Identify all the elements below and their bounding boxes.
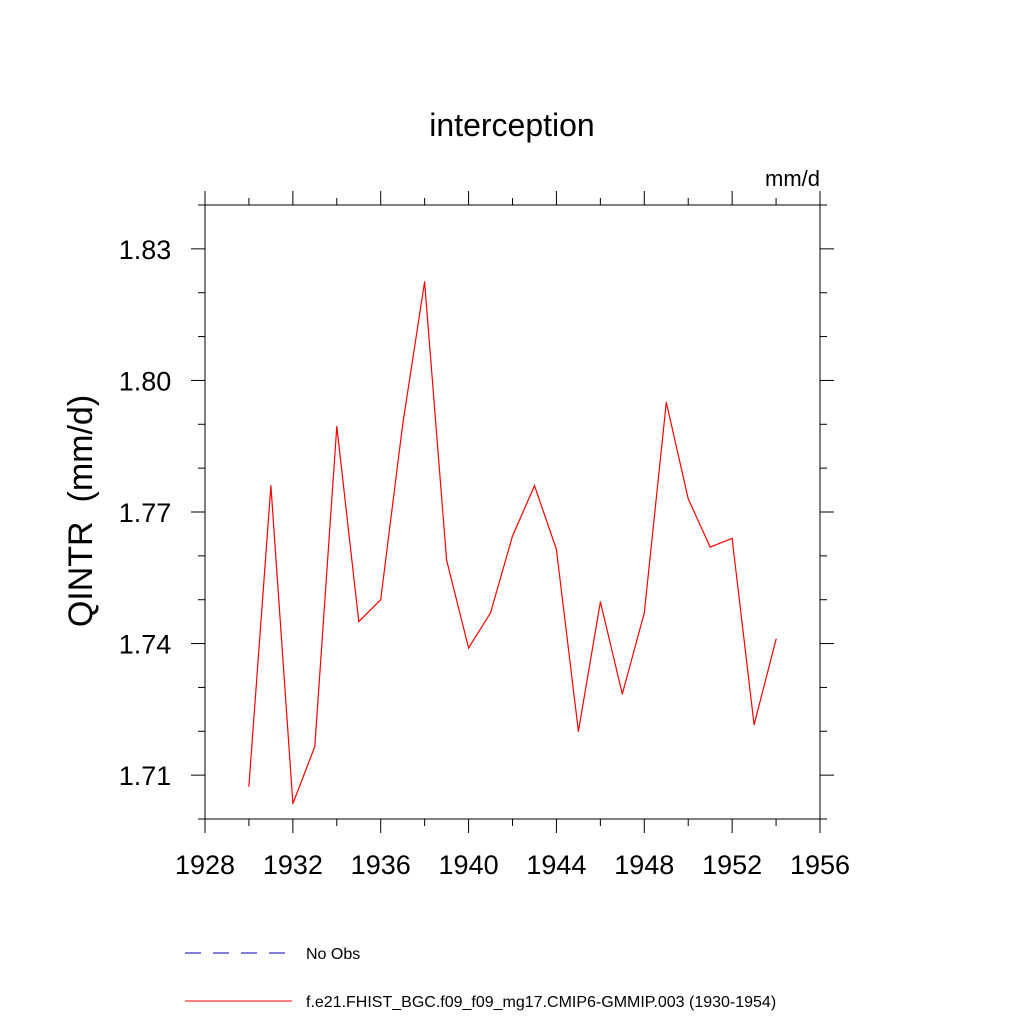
x-tick-label: 1928 xyxy=(175,850,235,880)
y-tick-label: 1.74 xyxy=(119,630,172,660)
data-point xyxy=(753,724,755,726)
data-point xyxy=(731,537,733,539)
x-tick-label: 1948 xyxy=(614,850,674,880)
data-point xyxy=(314,746,316,748)
data-point xyxy=(577,730,579,732)
x-tick-label: 1952 xyxy=(702,850,762,880)
y-axis: 1.71 1.74 1.77 1.80 1.83 xyxy=(119,204,834,820)
data-point xyxy=(380,599,382,601)
data-point xyxy=(467,647,470,649)
data-point xyxy=(687,498,689,500)
y-tick-label: 1.83 xyxy=(119,235,172,265)
data-point xyxy=(643,612,645,614)
series-line xyxy=(248,281,777,804)
data-point xyxy=(489,612,492,614)
data-point xyxy=(446,559,448,561)
plot-frame xyxy=(204,204,821,820)
y-axis-label: QINTR (mm/d) xyxy=(62,395,100,627)
data-point xyxy=(709,546,711,548)
data-point xyxy=(292,803,294,805)
legend: No Obs f.e21.FHIST_BGC.f09_f09_mg17.CMIP6… xyxy=(185,946,776,1011)
x-tick-label: 1936 xyxy=(351,850,411,880)
series-layer xyxy=(248,281,777,805)
y-tick-label: 1.80 xyxy=(119,366,172,396)
data-point xyxy=(511,535,514,537)
data-point xyxy=(775,638,777,640)
x-tick-label: 1944 xyxy=(526,850,586,880)
data-point xyxy=(336,425,338,428)
x-tick-label: 1940 xyxy=(439,850,499,880)
chart-title: interception xyxy=(429,107,594,143)
x-tick-label: 1932 xyxy=(263,850,323,880)
data-point xyxy=(424,281,426,283)
x-axis: 1928 1932 1936 1940 1944 1948 1952 1956 xyxy=(175,191,850,880)
data-point xyxy=(270,485,272,487)
x-tick-label: 1956 xyxy=(790,850,850,880)
data-point xyxy=(555,548,558,550)
data-point xyxy=(533,485,536,487)
data-point xyxy=(402,423,404,425)
y-tick-label: 1.71 xyxy=(119,761,172,791)
units-label: mm/d xyxy=(765,166,820,191)
data-point xyxy=(621,693,623,695)
data-point xyxy=(358,621,360,623)
legend-label: f.e21.FHIST_BGC.f09_f09_mg17.CMIP6-GMMIP… xyxy=(306,994,776,1011)
data-point xyxy=(665,401,667,403)
data-point xyxy=(248,785,250,787)
legend-label: No Obs xyxy=(306,946,360,963)
y-tick-label: 1.77 xyxy=(119,498,172,528)
data-point xyxy=(599,601,601,603)
